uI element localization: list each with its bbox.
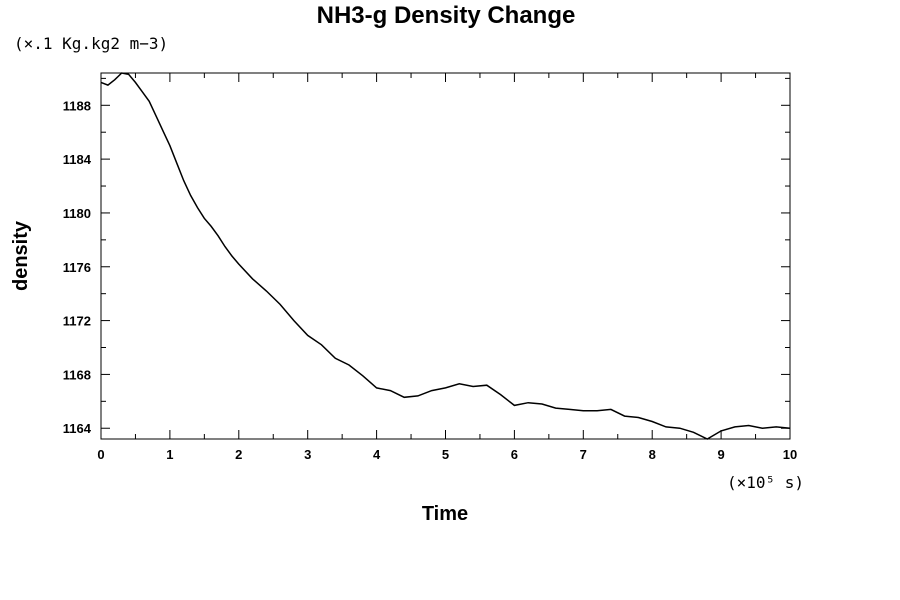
x-tick-label: 9	[717, 447, 724, 462]
y-axis-label: density	[10, 220, 32, 291]
x-tick-label: 2	[235, 447, 242, 462]
y-tick-label: 1172	[63, 314, 91, 329]
y-tick-label: 1180	[63, 206, 91, 221]
axis-ticks	[100, 73, 791, 439]
tick-labels: 0 1 2 3 4 5 6 7 8 9 10 1164 1168 1172 1176 1180 1184 1188	[63, 98, 797, 462]
x-axis-label: Time	[422, 503, 468, 525]
chart-title: NH3-g Density Change	[317, 2, 576, 29]
plot-frame	[100, 72, 791, 440]
x-unit-label: (×10⁵ s)	[727, 473, 804, 492]
x-tick-label: 10	[783, 447, 797, 462]
x-tick-label: 0	[97, 447, 104, 462]
x-tick-label: 8	[649, 447, 656, 462]
x-tick-label: 3	[304, 447, 311, 462]
density-series-line	[100, 72, 791, 440]
y-tick-label: 1168	[63, 367, 91, 382]
x-tick-label: 6	[511, 447, 518, 462]
x-tick-label: 7	[580, 447, 587, 462]
x-tick-label: 1	[166, 447, 173, 462]
y-tick-label: 1188	[63, 98, 91, 113]
y-tick-label: 1176	[63, 260, 91, 275]
y-unit-label: (×.1 Kg.kg2 m−3)	[14, 34, 168, 53]
x-tick-label: 4	[373, 447, 381, 462]
x-tick-label: 5	[442, 447, 449, 462]
y-tick-label: 1184	[63, 152, 92, 167]
y-tick-label: 1164	[63, 421, 92, 436]
